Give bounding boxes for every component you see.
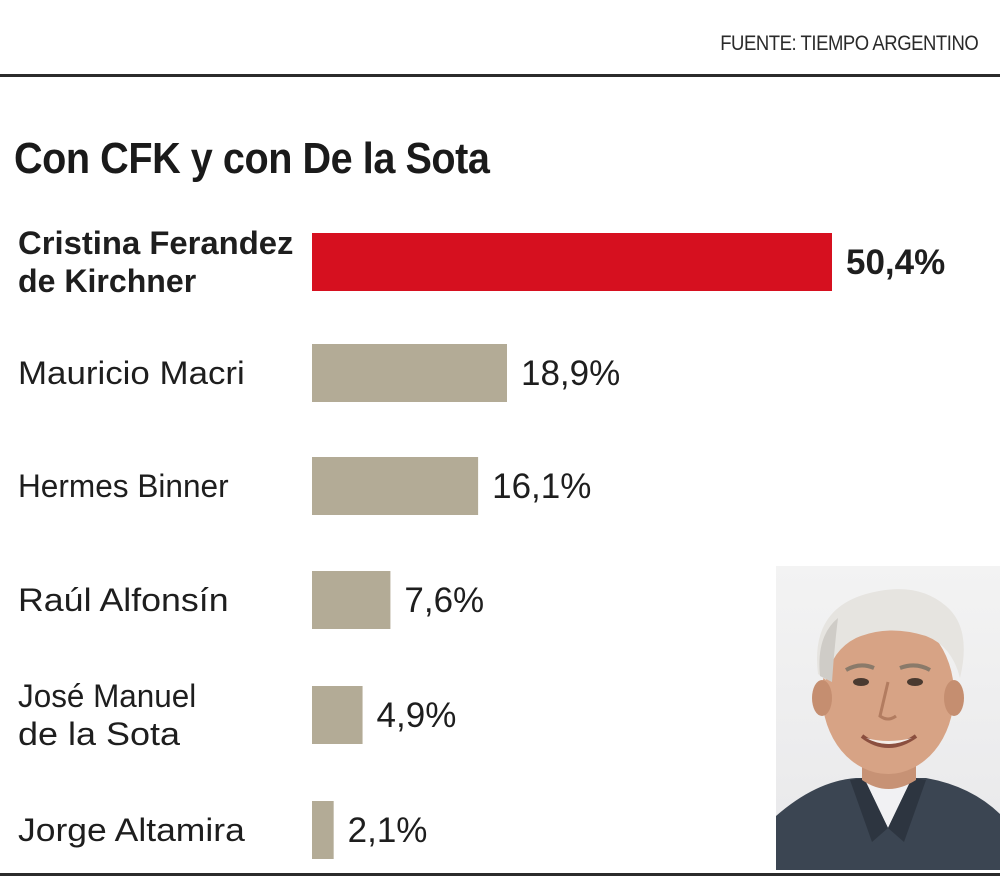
chart-title: Con CFK y con De la Sota (14, 134, 490, 183)
category-label-0-1: de Kirchner (18, 263, 196, 299)
value-label-0: 50,4% (846, 243, 945, 282)
category-label-3-0: Raúl Alfonsín (18, 582, 229, 618)
portrait-photo (776, 566, 1000, 870)
bar-1 (312, 344, 507, 402)
value-label-2: 16,1% (492, 467, 591, 506)
category-label-5-0: Jorge Altamira (18, 812, 245, 848)
value-label-1: 18,9% (521, 354, 620, 393)
source-credit: FUENTE: TIEMPO ARGENTINO (719, 32, 979, 55)
category-label-0-0: Cristina Ferandez (18, 225, 293, 261)
bar-3 (312, 571, 391, 629)
category-label-1-0: Mauricio Macri (18, 355, 245, 391)
bottom-rule (0, 873, 1000, 876)
value-label-3: 7,6% (404, 581, 484, 620)
bar-5 (312, 801, 334, 859)
category-label-4-1: de la Sota (18, 716, 180, 752)
bar-4 (312, 686, 363, 744)
value-label-5: 2,1% (348, 811, 428, 850)
value-label-4: 4,9% (377, 696, 457, 735)
category-label-4-0: José Manuel (18, 678, 196, 714)
bar-0 (312, 233, 832, 291)
top-rule (0, 74, 1000, 77)
bar-2 (312, 457, 479, 515)
category-label-2-0: Hermes Binner (18, 468, 229, 504)
